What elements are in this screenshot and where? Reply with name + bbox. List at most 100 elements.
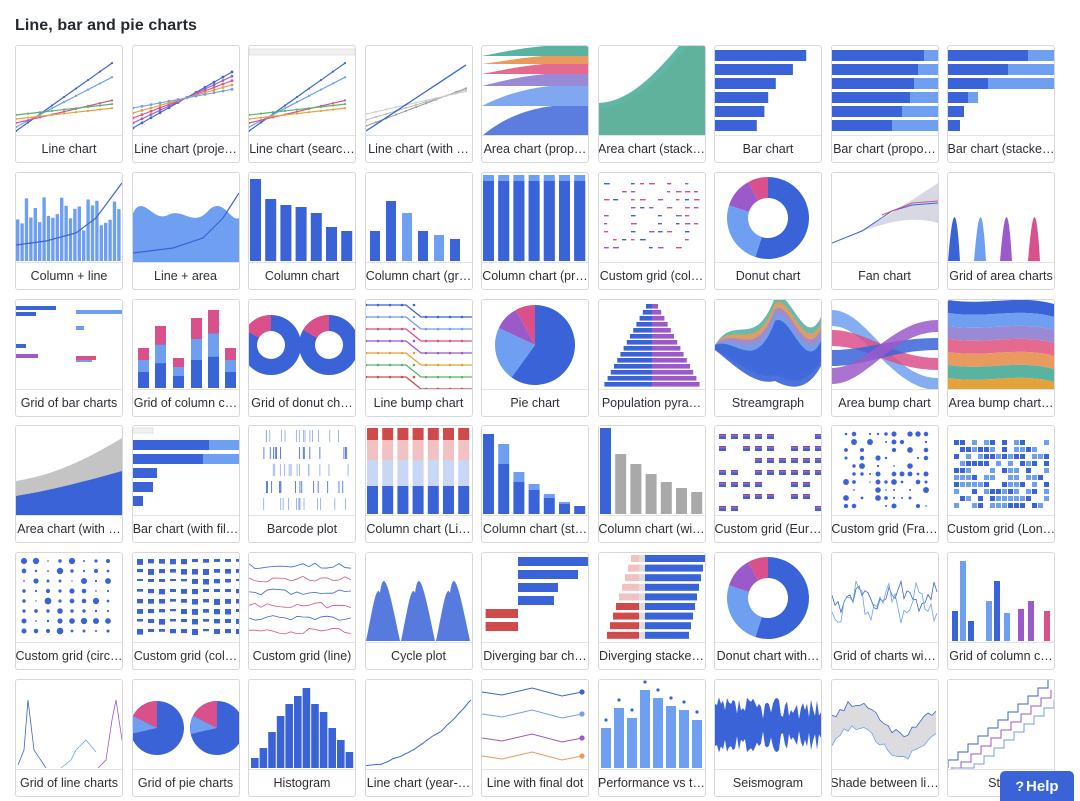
chart-thumbnail <box>831 299 938 390</box>
chart-thumbnail <box>132 679 239 770</box>
chart-thumbnail <box>482 46 588 136</box>
chart-template-card[interactable]: Bar chart <box>714 45 822 163</box>
stream-thumbnail-graphic <box>715 299 821 387</box>
chart-template-card[interactable]: Column chart (gr… <box>364 171 473 290</box>
grid-donut-thumbnail-graphic <box>249 314 355 375</box>
chart-template-card[interactable]: Custom grid (circ… <box>15 552 123 671</box>
chart-template-card[interactable]: Shade between li… <box>830 678 939 797</box>
chart-template-label: Performance vs t… <box>598 775 705 790</box>
help-question-icon: ? <box>1015 778 1025 794</box>
chart-template-label: Line chart <box>41 142 97 156</box>
chart-template-label: Pie chart <box>510 395 560 410</box>
chart-template-card[interactable]: Area chart (prop… <box>481 45 589 163</box>
chart-template-card[interactable]: Column chart <box>248 171 356 290</box>
chart-template-card[interactable]: Grid of area charts <box>947 171 1055 290</box>
fan-thumbnail-graphic <box>831 182 938 244</box>
chart-thumbnail <box>132 426 239 517</box>
chart-template-card[interactable]: Bar chart (propo… <box>830 45 939 163</box>
chart-thumbnail <box>16 172 122 263</box>
chart-template-card[interactable]: Streamgraph <box>714 298 822 417</box>
chart-thumbnail <box>948 679 1054 770</box>
chart-thumbnail <box>16 299 122 390</box>
chart-template-label: Area bump chart… <box>948 395 1054 410</box>
chart-template-card[interactable]: Line with final dot <box>481 678 589 797</box>
chart-template-card[interactable]: Seismogram <box>714 678 822 797</box>
custom-eur-thumbnail-graphic <box>719 434 821 512</box>
chart-template-label: Grid of donut ch… <box>251 395 353 410</box>
chart-template-card[interactable]: Line chart (with … <box>364 45 473 163</box>
help-button[interactable]: ? Help <box>1000 771 1074 801</box>
help-label: Help <box>1026 777 1059 795</box>
chart-template-card[interactable]: Grid of line charts <box>15 678 123 797</box>
chart-thumbnail <box>598 172 705 263</box>
chart-template-card[interactable]: Custom grid (line) <box>248 552 356 671</box>
line-year-thumbnail-graphic <box>365 699 471 767</box>
chart-template-card[interactable]: Area bump chart… <box>947 298 1055 417</box>
chart-template-card[interactable]: Grid of bar charts <box>15 298 123 417</box>
line-bump-thumbnail-graphic <box>365 303 472 389</box>
chart-template-card[interactable]: Donut chart <box>714 171 822 290</box>
chart-template-card[interactable]: Column chart (st… <box>481 425 589 544</box>
chart-template-card[interactable]: Fan chart <box>830 171 939 290</box>
barcode-thumbnail-graphic <box>263 430 349 511</box>
chart-template-card[interactable]: Bar chart (with fil… <box>131 425 240 544</box>
chart-thumbnail <box>831 172 938 263</box>
chart-template-card[interactable]: Grid of column c… <box>947 552 1055 671</box>
chart-template-card[interactable]: Line chart <box>15 45 123 163</box>
chart-template-card[interactable]: Diverging stacke… <box>597 552 706 671</box>
chart-thumbnail <box>16 46 122 136</box>
chart-template-card[interactable]: Custom grid (Fra… <box>830 425 939 544</box>
column-line-thumbnail-graphic <box>16 182 122 261</box>
chart-template-card[interactable]: Area chart (stack… <box>597 45 706 163</box>
chart-template-label: Diverging bar ch… <box>483 649 587 664</box>
chart-thumbnail <box>132 46 239 136</box>
chart-template-label: Diverging stacke… <box>599 649 704 664</box>
chart-template-card[interactable]: Column + line <box>15 171 123 290</box>
chart-template-card[interactable]: Custom grid (Lon… <box>947 425 1055 544</box>
custom-col-thumbnail-graphic <box>136 559 239 636</box>
line-area-thumbnail-graphic <box>132 192 239 262</box>
chart-template-label: Column chart (Li… <box>366 522 471 537</box>
chart-template-card[interactable]: Column chart (wi… <box>597 425 706 544</box>
chart-template-card[interactable]: Line chart (year-… <box>364 678 473 797</box>
grid-line-thumbnail-graphic <box>17 699 122 769</box>
chart-template-card[interactable]: Donut chart with… <box>714 552 822 671</box>
chart-template-card[interactable]: Line + area <box>131 171 240 290</box>
seismogram-thumbnail-graphic <box>715 697 821 753</box>
chart-template-card[interactable]: Diverging bar ch… <box>481 552 589 671</box>
chart-thumbnail <box>831 426 938 517</box>
chart-template-card[interactable]: Line chart (searc… <box>248 45 356 163</box>
chart-template-label: Grid of area charts <box>949 268 1053 283</box>
chart-template-card[interactable]: Line chart (proje… <box>131 45 240 163</box>
chart-template-label: Column chart (st… <box>482 522 588 537</box>
chart-template-card[interactable]: Area chart (with … <box>15 425 123 544</box>
chart-template-card[interactable]: Column chart (Li… <box>364 425 473 544</box>
chart-template-card[interactable]: Grid of donut ch… <box>248 298 356 417</box>
chart-template-card[interactable]: Grid of column c… <box>131 298 240 417</box>
chart-template-card[interactable]: Bar chart (stacke… <box>947 45 1055 163</box>
chart-template-card[interactable]: Custom grid (col… <box>597 171 706 290</box>
chart-template-card[interactable]: Line bump chart <box>364 298 473 417</box>
chart-thumbnail <box>249 299 355 390</box>
chart-thumbnail <box>249 679 355 770</box>
chart-template-card[interactable]: Pie chart <box>481 298 589 417</box>
chart-template-card[interactable]: Custom grid (Eur… <box>714 425 822 544</box>
chart-thumbnail <box>715 426 821 517</box>
chart-template-label: Custom grid (Eur… <box>715 522 821 537</box>
chart-template-label: Line chart (with … <box>368 142 469 156</box>
performance-thumbnail-graphic <box>600 680 702 768</box>
chart-template-label: Area bump chart <box>838 395 931 410</box>
chart-template-card[interactable]: Histogram <box>248 678 356 797</box>
chart-template-card[interactable]: Grid of pie charts <box>131 678 240 797</box>
chart-template-card[interactable]: Barcode plot <box>248 425 356 544</box>
custom-fra-thumbnail-graphic <box>842 431 929 509</box>
chart-template-card[interactable]: Area bump chart <box>830 298 939 417</box>
chart-template-card[interactable]: Custom grid (col… <box>131 552 240 671</box>
chart-template-card[interactable]: Cycle plot <box>364 552 473 671</box>
chart-template-label: Cycle plot <box>391 649 446 664</box>
chart-template-card[interactable]: Grid of charts wi… <box>830 552 939 671</box>
chart-thumbnail <box>482 299 588 390</box>
chart-template-card[interactable]: Population pyra… <box>597 298 706 417</box>
chart-template-card[interactable]: Performance vs t… <box>597 678 706 797</box>
chart-template-card[interactable]: Column chart (pr… <box>481 171 589 290</box>
